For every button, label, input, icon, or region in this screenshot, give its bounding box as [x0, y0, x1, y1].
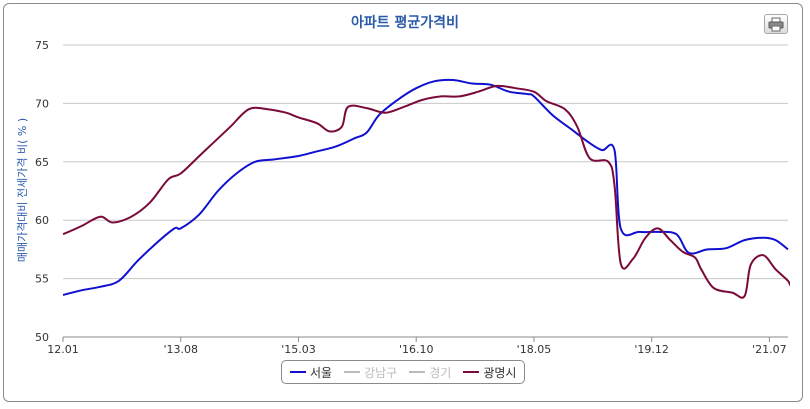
legend-swatch	[290, 371, 306, 373]
y-tick-label: 50	[35, 331, 49, 344]
legend-swatch	[344, 371, 361, 373]
legend-label: 광명시	[483, 365, 517, 380]
chart-title: 아파트 평균가격비	[351, 15, 459, 31]
series-line-3	[63, 84, 790, 299]
legend-item[interactable]: 서울	[290, 364, 332, 381]
legend-swatch	[463, 371, 480, 373]
x-tick-label: '18.05	[517, 343, 552, 356]
legend: 서울 강남구 경기 광명시	[281, 360, 526, 384]
series-line-0	[63, 78, 789, 296]
legend-label: 경기	[429, 365, 452, 380]
chart-container	[3, 3, 803, 402]
legend-label: 강남구	[364, 365, 398, 380]
y-tick-label: 65	[35, 156, 49, 169]
x-tick-label: '15.03	[281, 343, 316, 356]
legend-label: 서울	[310, 365, 333, 380]
legend-swatch	[409, 371, 426, 373]
y-tick-label: 55	[35, 273, 49, 286]
printer-icon	[768, 17, 784, 32]
x-tick-label: '13.08	[163, 343, 198, 356]
x-tick-label: '21.07	[752, 343, 787, 356]
x-tick-label: '19.12	[634, 343, 669, 356]
print-button[interactable]	[764, 14, 788, 34]
x-tick-label: '16.10	[399, 343, 434, 356]
legend-item[interactable]: 경기	[409, 364, 451, 381]
legend-item[interactable]: 강남구	[344, 364, 397, 381]
x-tick-label: 12.01	[47, 343, 79, 356]
y-tick-label: 60	[35, 214, 49, 227]
legend-item[interactable]: 광명시	[463, 364, 516, 381]
y-tick-label: 70	[35, 97, 49, 110]
y-tick-label: 75	[35, 39, 49, 52]
